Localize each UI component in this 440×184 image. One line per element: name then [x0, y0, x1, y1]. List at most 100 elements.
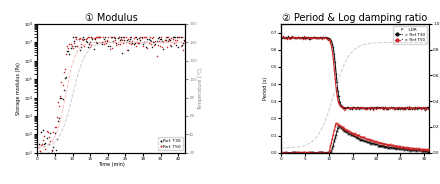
- Point: [351, 107, 358, 110]
- Point: [370, 140, 378, 143]
- Point: [131, 35, 138, 38]
- Point: [381, 107, 388, 110]
- Point: [148, 37, 155, 40]
- Point: [147, 42, 154, 45]
- Point: [138, 35, 145, 38]
- Point: [297, 151, 304, 154]
- Point: [35, 145, 42, 148]
- Point: [318, 151, 325, 154]
- Point: [370, 108, 377, 111]
- Point: [323, 36, 330, 39]
- Point: [285, 37, 292, 40]
- Point: [120, 35, 127, 38]
- Point: [346, 132, 353, 135]
- Point: [284, 151, 291, 154]
- Point: [421, 107, 428, 110]
- Point: [319, 37, 326, 40]
- Point: [414, 147, 421, 150]
- Point: [58, 81, 65, 84]
- Point: [280, 151, 287, 154]
- Point: [393, 106, 400, 109]
- Point: [328, 44, 335, 47]
- Point: [379, 106, 386, 109]
- Point: [315, 36, 322, 39]
- Point: [369, 139, 376, 142]
- Point: [85, 42, 92, 45]
- Point: [419, 107, 426, 110]
- Point: [421, 148, 428, 151]
- Point: [338, 126, 345, 129]
- Point: [132, 45, 139, 47]
- Point: [330, 144, 337, 147]
- Point: [338, 105, 345, 108]
- Point: [125, 48, 132, 51]
- Point: [376, 107, 383, 110]
- Point: [312, 37, 319, 40]
- Point: [415, 107, 422, 110]
- Point: [68, 44, 75, 47]
- Point: [299, 151, 306, 154]
- Point: [319, 35, 326, 38]
- Point: [331, 140, 338, 143]
- Point: [415, 105, 422, 108]
- Point: [309, 36, 316, 39]
- Point: [314, 37, 321, 40]
- Point: [138, 37, 145, 40]
- Point: [334, 94, 341, 97]
- Point: [410, 106, 417, 109]
- Point: [378, 142, 385, 145]
- Point: [293, 151, 301, 154]
- Point: [424, 106, 431, 109]
- Point: [106, 45, 113, 47]
- Point: [418, 149, 425, 152]
- Point: [79, 38, 86, 41]
- Point: [285, 151, 292, 154]
- Point: [324, 36, 331, 39]
- Point: [381, 142, 388, 145]
- Point: [304, 151, 312, 154]
- Point: [303, 151, 310, 154]
- Point: [345, 129, 352, 132]
- Point: [163, 46, 170, 49]
- Point: [168, 44, 175, 47]
- Point: [352, 133, 359, 136]
- Point: [374, 106, 381, 109]
- Point: [416, 148, 423, 151]
- Point: [419, 148, 426, 151]
- Point: [387, 146, 394, 149]
- Point: [348, 131, 355, 134]
- Point: [51, 132, 58, 135]
- Point: [310, 151, 317, 154]
- Point: [381, 145, 388, 148]
- Point: [425, 150, 432, 153]
- Point: [77, 43, 84, 46]
- Point: [44, 130, 51, 133]
- Point: [400, 107, 407, 110]
- Point: [343, 131, 350, 134]
- Point: [345, 129, 352, 132]
- Point: [283, 37, 290, 40]
- Point: [318, 151, 325, 154]
- Point: [406, 105, 413, 108]
- Point: [292, 151, 299, 154]
- Point: [392, 107, 399, 110]
- Point: [417, 148, 424, 151]
- Point: [127, 37, 134, 40]
- Point: [345, 106, 352, 109]
- Legend: P    LDR, • × Ref T30, • × Ref T50: P LDR, • × Ref T30, • × Ref T50: [393, 26, 427, 44]
- Point: [352, 108, 359, 111]
- Point: [325, 150, 332, 153]
- Point: [350, 135, 357, 137]
- Point: [326, 37, 333, 40]
- Point: [312, 36, 319, 39]
- Point: [359, 135, 366, 138]
- Point: [361, 139, 368, 142]
- Point: [290, 151, 297, 154]
- Point: [307, 37, 314, 40]
- Point: [169, 35, 176, 38]
- Point: [394, 147, 401, 150]
- Point: [304, 151, 311, 154]
- Point: [287, 35, 294, 38]
- Point: [402, 146, 409, 149]
- Point: [110, 39, 117, 42]
